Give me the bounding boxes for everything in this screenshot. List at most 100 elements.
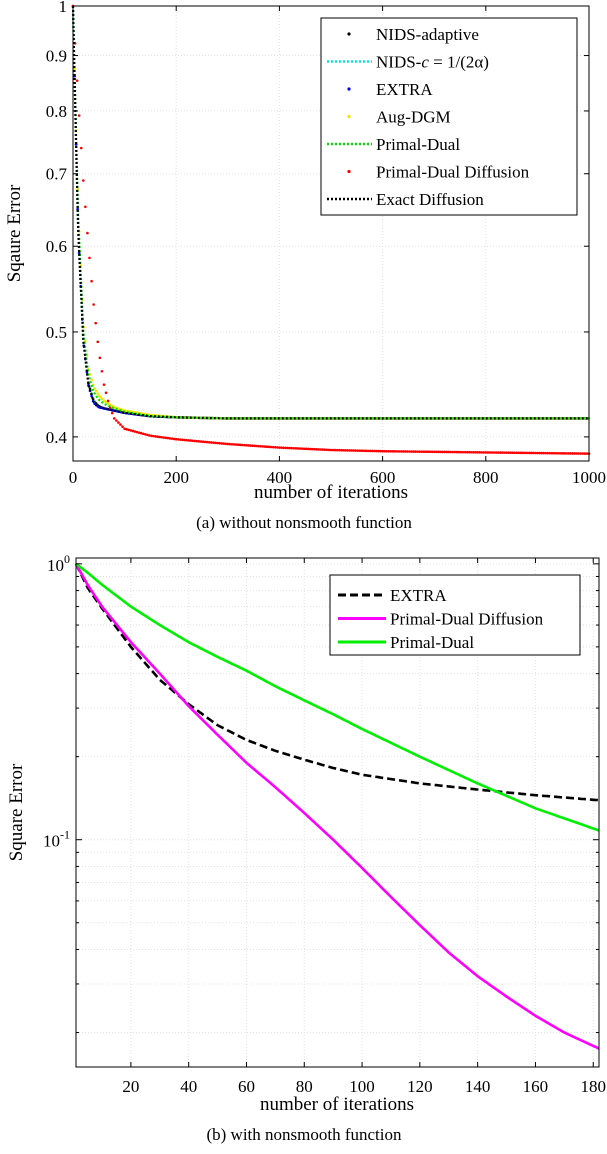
data-point [146,433,149,437]
chart-b: 20 40 60 80 100 120 140 160 180 100 10-1 number of … [6,552,606,1144]
data-point [441,450,444,454]
data-point [575,452,578,455]
data-point [112,417,116,420]
data-point [96,340,100,344]
data-point [472,450,475,454]
data-point [197,440,201,443]
data-point [531,451,535,455]
legend-label-var: c [421,53,429,72]
x-tick-label: 1000 [572,468,606,487]
data-point [104,391,108,395]
x-tick-label: 40 [180,1077,197,1096]
data-point [96,392,100,395]
data-point [503,451,506,454]
data-point [529,451,533,455]
data-point [282,446,285,450]
data-point [261,445,265,448]
data-point [294,447,298,450]
data-point [527,451,531,455]
data-point [77,114,81,117]
data-point [121,425,124,428]
data-point [106,399,110,403]
data-point [240,443,244,447]
x-tick-label: 180 [580,1077,606,1096]
data-point [162,436,166,439]
data-point [387,449,391,453]
data-point [232,443,236,446]
legend-item: Primal-Dual Diffusion [347,163,530,182]
series-line [75,562,600,832]
data-point [306,447,310,451]
data-point [562,452,566,455]
data-point [292,446,296,450]
data-point [467,450,471,454]
data-point [585,452,589,455]
y-axis-label: Square Error [6,763,27,861]
data-point [245,443,248,447]
data-point [523,451,527,455]
data-point [199,440,203,443]
data-point [226,442,230,446]
legend-label: NIDS-adaptive [376,25,479,44]
x-tick-label: 600 [370,468,396,487]
data-point [218,441,221,445]
data-point [373,449,376,453]
series-line [74,563,600,802]
data-point [536,451,539,455]
data-point [362,449,366,453]
data-point [581,452,585,455]
data-point [265,445,269,449]
data-point [90,378,93,381]
data-point [418,450,422,453]
data-point [99,396,103,399]
data-point [459,450,463,454]
data-point [463,450,467,454]
data-point [337,448,341,452]
data-point [84,205,87,209]
data-point [538,451,541,455]
data-point [546,451,550,455]
data-point [327,448,331,452]
data-point [323,448,327,452]
series-extra [74,563,600,802]
data-point [325,448,329,452]
data-point [236,443,240,447]
data-point [416,450,419,453]
data-point [383,449,386,453]
x-tick-label: 200 [163,468,189,487]
x-tick-label: 100 [349,1077,375,1096]
data-point [370,449,374,453]
legend-item: NIDS-c = 1/(2α) [327,53,489,72]
y-tick-exponent: 0 [64,552,70,566]
data-point [488,451,492,454]
data-point [115,419,118,422]
data-point [480,451,483,454]
x-tick-label: 60 [238,1077,255,1096]
data-point [143,433,147,436]
data-point [554,451,558,455]
data-point [534,451,537,455]
data-point [426,450,430,454]
data-point [94,321,98,325]
data-point [271,445,275,449]
legend-item: EXTRA [347,80,433,99]
data-point [123,427,126,431]
legend-label: Primal-Dual Diffusion [376,163,530,182]
data-point [517,451,521,455]
data-point [457,450,461,454]
y-tick-label: 0.5 [46,323,67,342]
data-point [273,445,277,449]
x-tick-label: 800 [473,468,499,487]
data-point [110,411,114,415]
x-axis-label: number of iterations [254,482,408,503]
legend-item: Aug-DGM [347,108,451,127]
data-point [278,446,281,449]
data-point [243,443,246,447]
data-point [137,431,141,434]
x-tick-label: 400 [267,468,293,487]
data-point [443,450,446,454]
data-point [430,450,434,454]
data-point [567,452,570,455]
plot-frame-b [75,557,600,1068]
